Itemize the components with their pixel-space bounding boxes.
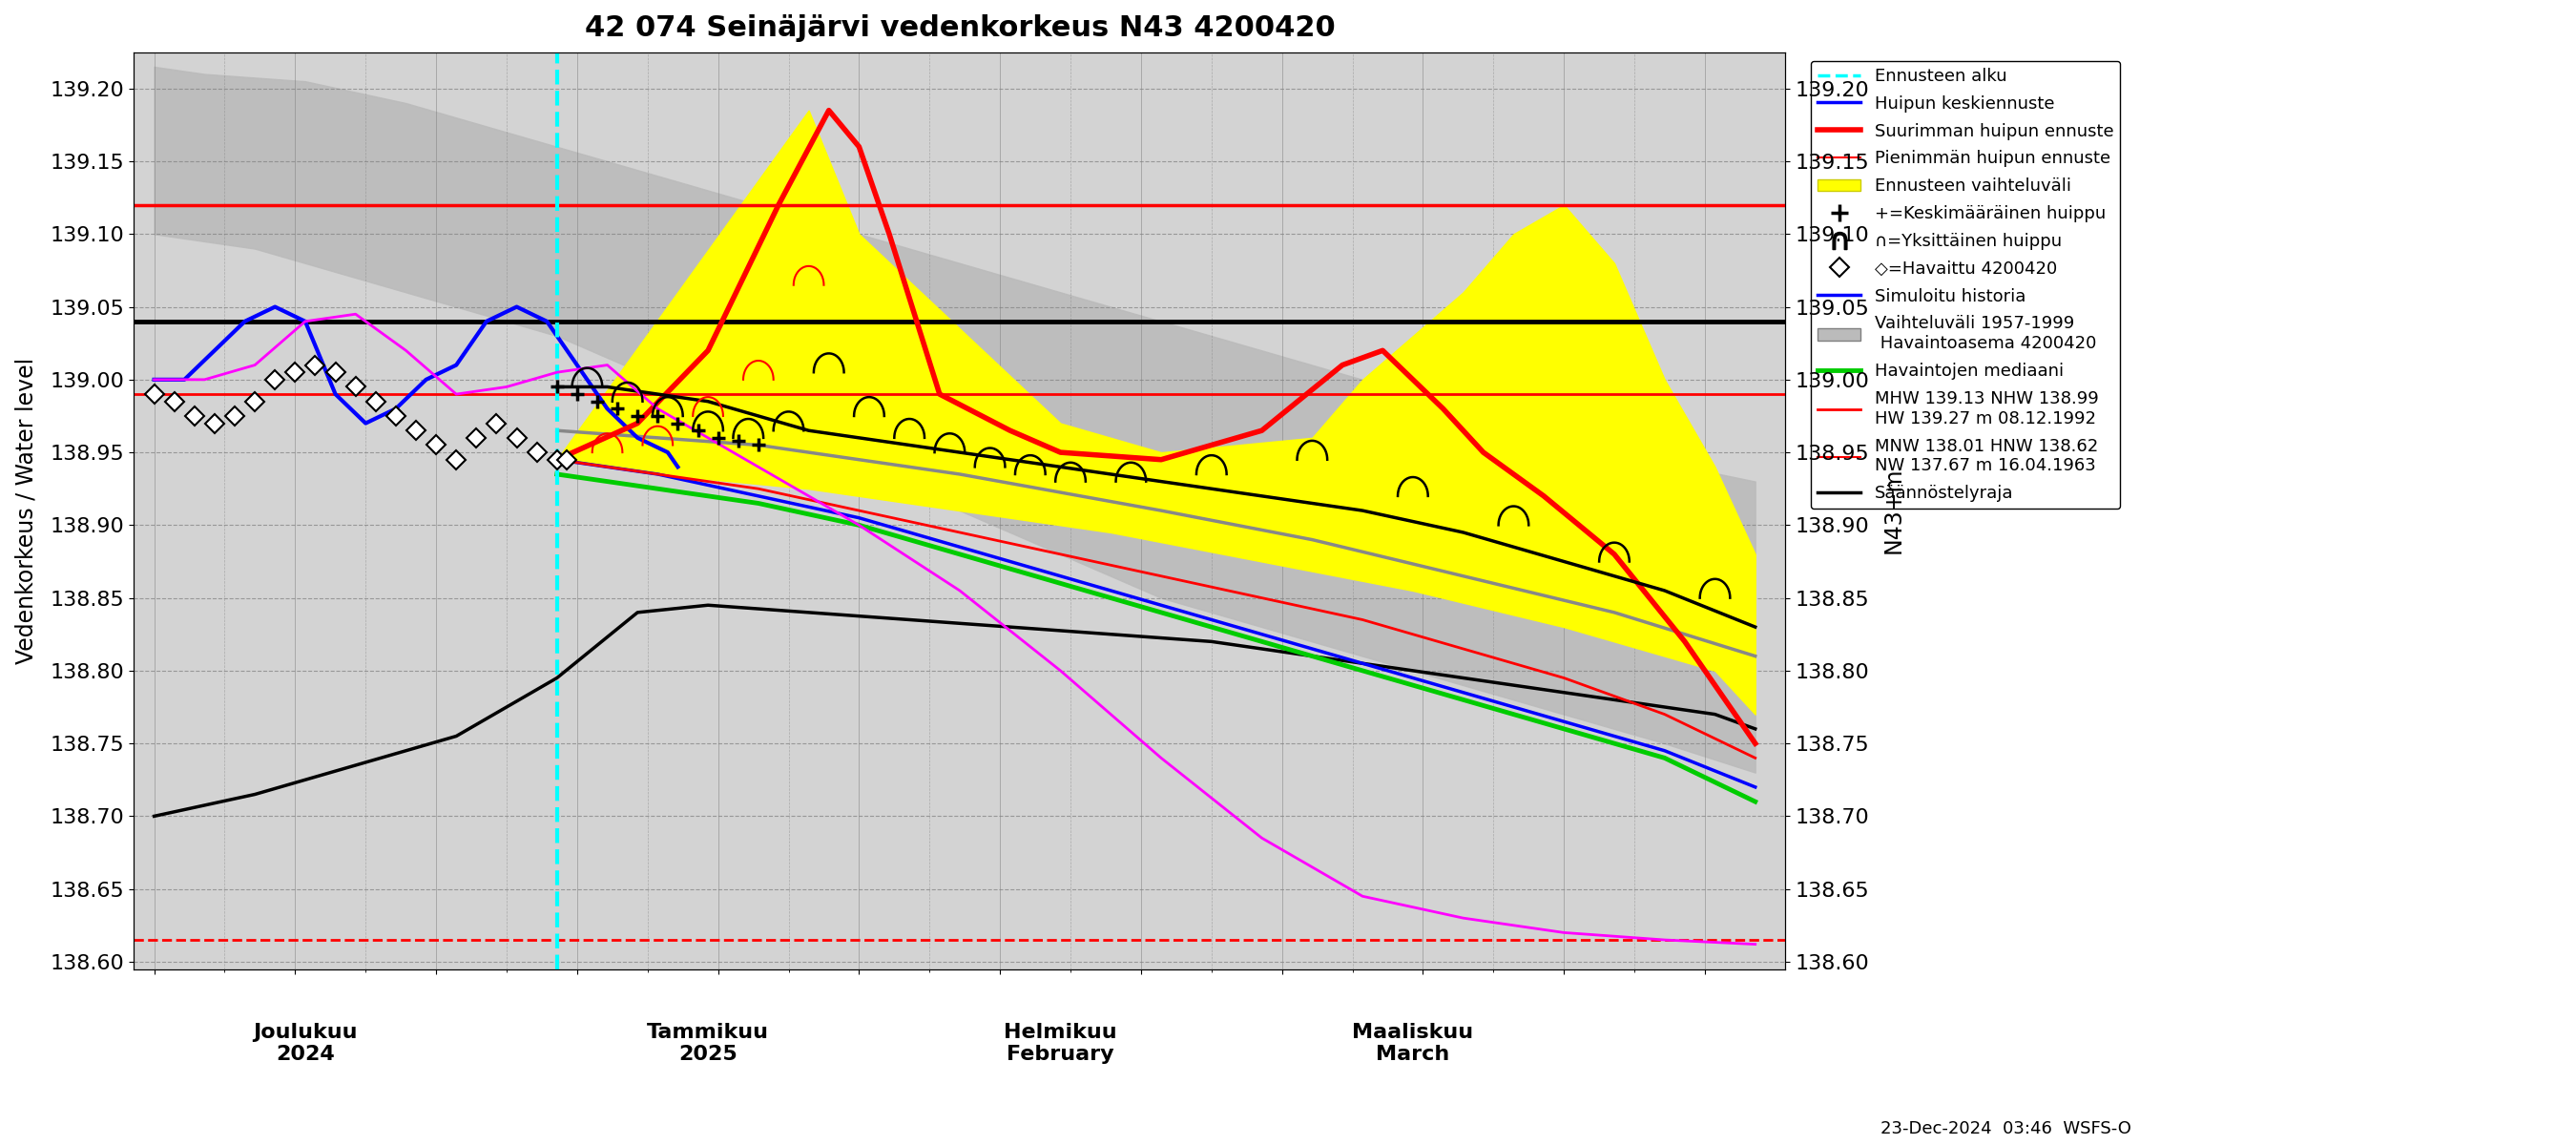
Text: 23-Dec-2024  03:46  WSFS-O: 23-Dec-2024 03:46 WSFS-O: [1880, 1120, 2130, 1137]
Text: Joulukuu
2024: Joulukuu 2024: [252, 1022, 358, 1064]
Text: Helmikuu
February: Helmikuu February: [1005, 1022, 1118, 1064]
Legend: Ennusteen alku, Huipun keskiennuste, Suurimman huipun ennuste, Pienimmän huipun : Ennusteen alku, Huipun keskiennuste, Suu…: [1811, 61, 2120, 508]
Y-axis label: Vedenkorkeus / Water level: Vedenkorkeus / Water level: [15, 357, 36, 664]
Text: Maaliskuu
March: Maaliskuu March: [1352, 1022, 1473, 1064]
Title: 42 074 Seinäjärvi vedenkorkeus N43 4200420: 42 074 Seinäjärvi vedenkorkeus N43 42004…: [585, 14, 1334, 42]
Text: Tammikuu
2025: Tammikuu 2025: [647, 1022, 770, 1064]
Y-axis label: N43+m: N43+m: [1883, 467, 1906, 554]
